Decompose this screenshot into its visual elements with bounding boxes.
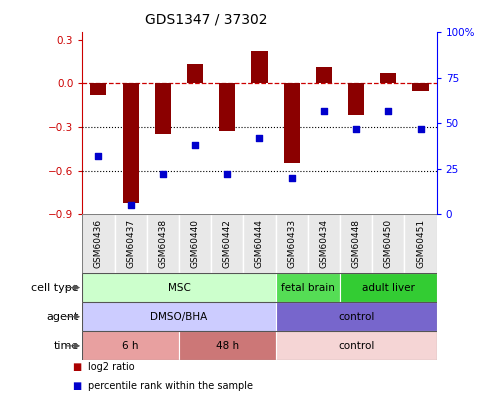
FancyBboxPatch shape — [82, 273, 275, 302]
Text: time: time — [53, 341, 79, 351]
Bar — [155, 83, 171, 134]
Bar — [219, 83, 236, 131]
FancyBboxPatch shape — [372, 214, 404, 273]
FancyBboxPatch shape — [340, 214, 372, 273]
Text: GSM60444: GSM60444 — [255, 219, 264, 268]
FancyBboxPatch shape — [308, 214, 340, 273]
Text: GSM60450: GSM60450 — [384, 219, 393, 268]
Point — [94, 153, 102, 159]
Bar — [251, 51, 267, 83]
FancyBboxPatch shape — [275, 214, 308, 273]
Text: agent: agent — [46, 312, 79, 322]
Text: ■: ■ — [72, 381, 82, 391]
Text: adult liver: adult liver — [362, 283, 415, 292]
Point — [288, 175, 296, 181]
FancyBboxPatch shape — [211, 214, 244, 273]
FancyBboxPatch shape — [179, 331, 275, 360]
Point — [320, 107, 328, 114]
Text: control: control — [338, 312, 374, 322]
Text: DMSO/BHA: DMSO/BHA — [150, 312, 208, 322]
Text: GSM60437: GSM60437 — [126, 219, 135, 268]
FancyBboxPatch shape — [340, 273, 437, 302]
Text: log2 ratio: log2 ratio — [88, 362, 135, 371]
FancyBboxPatch shape — [275, 302, 437, 331]
Text: fetal brain: fetal brain — [281, 283, 335, 292]
Text: GSM60434: GSM60434 — [319, 219, 328, 268]
FancyBboxPatch shape — [82, 214, 115, 273]
Point — [159, 171, 167, 177]
Point — [255, 134, 263, 141]
Point — [223, 171, 231, 177]
Text: percentile rank within the sample: percentile rank within the sample — [88, 381, 253, 391]
Bar — [90, 83, 106, 95]
Text: cell type: cell type — [31, 283, 79, 292]
FancyBboxPatch shape — [404, 214, 437, 273]
Text: GSM60438: GSM60438 — [158, 219, 167, 268]
FancyBboxPatch shape — [82, 331, 179, 360]
Text: GDS1347 / 37302: GDS1347 / 37302 — [145, 12, 267, 26]
FancyBboxPatch shape — [179, 214, 211, 273]
FancyBboxPatch shape — [275, 331, 437, 360]
Text: control: control — [338, 341, 374, 351]
Bar — [413, 83, 429, 91]
Point — [127, 202, 135, 209]
Point — [191, 142, 199, 148]
Text: 48 h: 48 h — [216, 341, 239, 351]
Text: GSM60448: GSM60448 — [352, 219, 361, 268]
Bar — [123, 83, 139, 202]
FancyBboxPatch shape — [275, 273, 340, 302]
FancyBboxPatch shape — [82, 302, 275, 331]
Text: 6 h: 6 h — [122, 341, 139, 351]
Point — [384, 107, 392, 114]
Bar — [316, 67, 332, 83]
Text: MSC: MSC — [168, 283, 191, 292]
FancyBboxPatch shape — [115, 214, 147, 273]
Point — [417, 126, 425, 132]
Text: GSM60433: GSM60433 — [287, 219, 296, 268]
FancyBboxPatch shape — [147, 214, 179, 273]
Text: GSM60436: GSM60436 — [94, 219, 103, 268]
Text: ■: ■ — [72, 362, 82, 371]
Bar — [283, 83, 300, 163]
Bar — [380, 73, 396, 83]
Text: GSM60440: GSM60440 — [191, 219, 200, 268]
Point — [352, 126, 360, 132]
Bar — [348, 83, 364, 115]
Text: GSM60442: GSM60442 — [223, 219, 232, 268]
Text: GSM60451: GSM60451 — [416, 219, 425, 268]
Bar — [187, 64, 203, 83]
FancyBboxPatch shape — [244, 214, 275, 273]
